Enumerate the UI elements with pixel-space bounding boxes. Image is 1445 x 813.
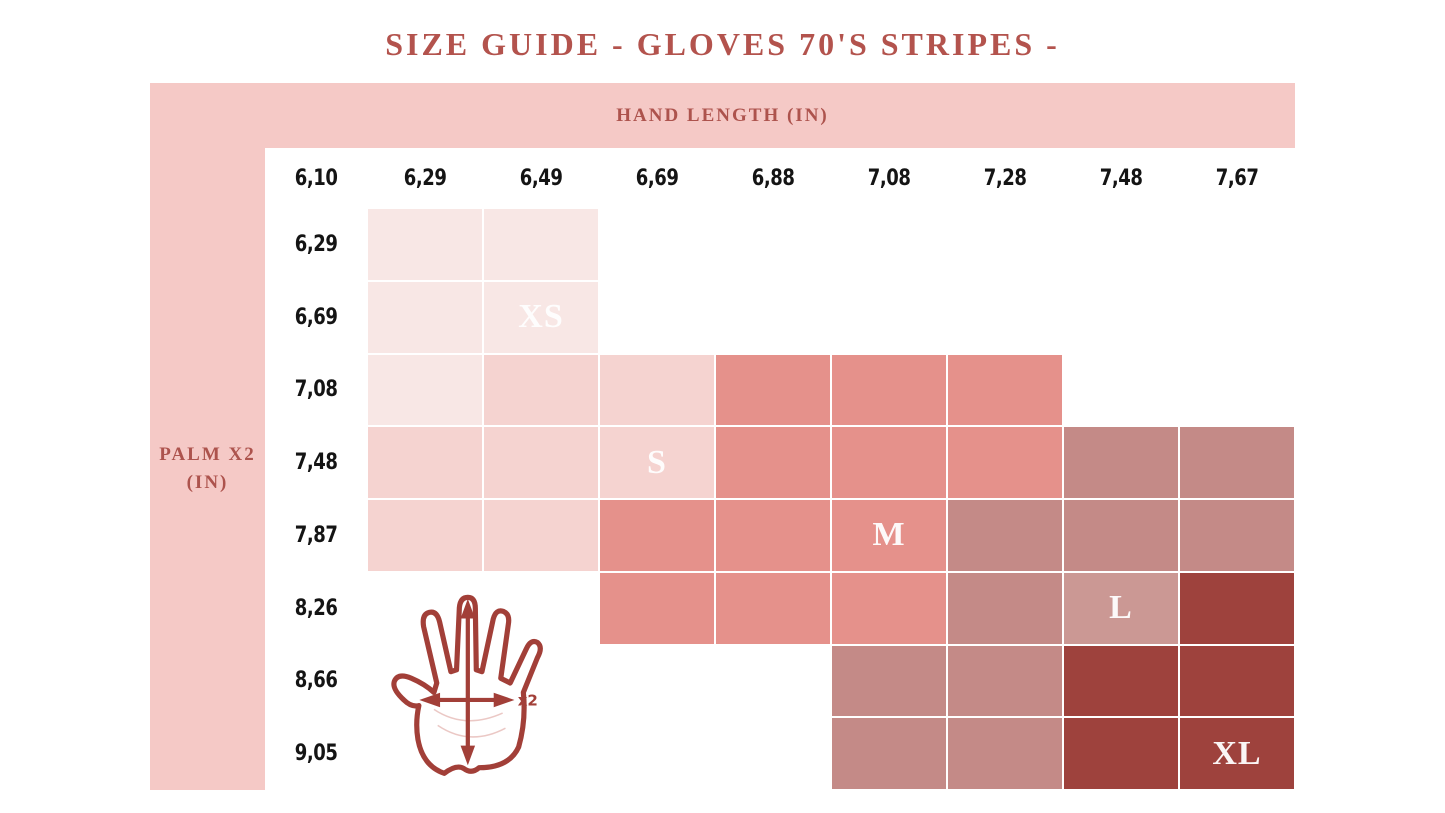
hand-illustration-svg: x2 (391, 594, 543, 776)
palm-header-band: PALM X2 (IN) (150, 148, 265, 790)
row-header: 7,48 (294, 450, 338, 476)
size-cell (1063, 644, 1179, 718)
size-cell (483, 499, 599, 572)
size-cell (1179, 426, 1295, 499)
size-cell (947, 353, 1063, 427)
row-header: 7,08 (294, 377, 338, 403)
size-cell (947, 717, 1063, 790)
empty-cell (947, 281, 1063, 354)
row-header: 6,69 (294, 304, 338, 330)
column-header: 6,88 (751, 165, 795, 191)
empty-cell (599, 645, 715, 718)
size-cell: S (599, 426, 715, 499)
size-cell (715, 571, 831, 645)
size-cell (1179, 644, 1295, 718)
size-cell: L (1063, 571, 1179, 645)
size-cell: XS (483, 280, 599, 354)
size-cell (715, 499, 831, 572)
empty-cell (599, 208, 715, 281)
column-headers: 6,10 6,29 6,49 6,69 6,88 7,08 7,28 7,48 7,67 (265, 148, 1295, 208)
empty-cell (599, 717, 715, 790)
empty-cell (831, 208, 947, 281)
size-cell: XL (1179, 717, 1295, 790)
row-header: 8,66 (294, 668, 338, 694)
empty-cell (1179, 281, 1295, 354)
row-header: 6,29 (294, 231, 338, 257)
empty-cell (947, 208, 1063, 281)
size-cell (831, 426, 947, 499)
horizontal-arrow (419, 692, 515, 708)
size-cell (483, 208, 599, 281)
empty-cell (715, 717, 831, 790)
size-cell (367, 499, 483, 572)
size-label: XL (1212, 734, 1262, 772)
hand-length-header-band: HAND LENGTH (IN) (150, 83, 1295, 148)
column-header: 7,08 (867, 165, 911, 191)
size-cell (947, 571, 1063, 645)
size-grid: 6,29 6,69 XS 7,08 7,48 S 7,87 M 8,26 L 8,66 9,05 XL (265, 208, 1295, 790)
palm-label-line1: PALM X2 (159, 444, 256, 466)
page-title: SIZE GUIDE - GLOVES 70'S STRIPES - (385, 26, 1060, 62)
row-header: 8,26 (294, 595, 338, 621)
empty-cell (599, 281, 715, 354)
size-cell (1179, 499, 1295, 572)
size-cell (367, 426, 483, 499)
column-header: 7,67 (1215, 165, 1259, 191)
size-cell (831, 644, 947, 718)
size-cell (715, 353, 831, 427)
hand-measurement-illustration: x2 (385, 588, 545, 778)
size-cell (715, 426, 831, 499)
size-cell (947, 499, 1063, 572)
column-header: 7,48 (1099, 165, 1143, 191)
empty-cell (1063, 354, 1179, 427)
size-label: L (1109, 589, 1133, 627)
empty-cell (1179, 354, 1295, 427)
size-cell (483, 426, 599, 499)
column-header: 7,28 (983, 165, 1027, 191)
empty-cell (715, 281, 831, 354)
size-label: M (872, 516, 906, 554)
size-cell (367, 208, 483, 281)
size-cell (367, 353, 483, 427)
size-cell (947, 426, 1063, 499)
size-cell (1063, 499, 1179, 572)
column-header: 6,29 (403, 165, 447, 191)
column-header: 6,69 (635, 165, 679, 191)
size-cell (483, 353, 599, 427)
size-cell (831, 717, 947, 790)
palm-label-line2: (IN) (186, 472, 229, 493)
x2-label: x2 (518, 692, 538, 710)
size-cell (831, 353, 947, 427)
size-cell (831, 571, 947, 645)
vertical-arrow (460, 598, 476, 766)
size-cell (1179, 571, 1295, 645)
empty-cell (1063, 208, 1179, 281)
palm-crease-line (437, 724, 506, 738)
size-cell (367, 280, 483, 354)
size-cell (599, 571, 715, 645)
size-cell (599, 353, 715, 427)
size-cell (599, 499, 715, 572)
size-label: S (647, 443, 667, 481)
column-header: 6,49 (519, 165, 563, 191)
empty-cell (831, 281, 947, 354)
hand-length-label: HAND LENGTH (IN) (616, 104, 829, 126)
empty-cell (1179, 208, 1295, 281)
size-cell (1063, 717, 1179, 790)
size-cell (1063, 426, 1179, 499)
size-cell (947, 644, 1063, 718)
empty-cell (1063, 281, 1179, 354)
column-header: 6,10 (294, 165, 338, 191)
row-header: 9,05 (294, 741, 338, 767)
empty-cell (715, 208, 831, 281)
row-header: 7,87 (294, 522, 338, 548)
size-cell: M (831, 499, 947, 572)
size-label: XS (518, 298, 564, 336)
empty-cell (715, 645, 831, 718)
